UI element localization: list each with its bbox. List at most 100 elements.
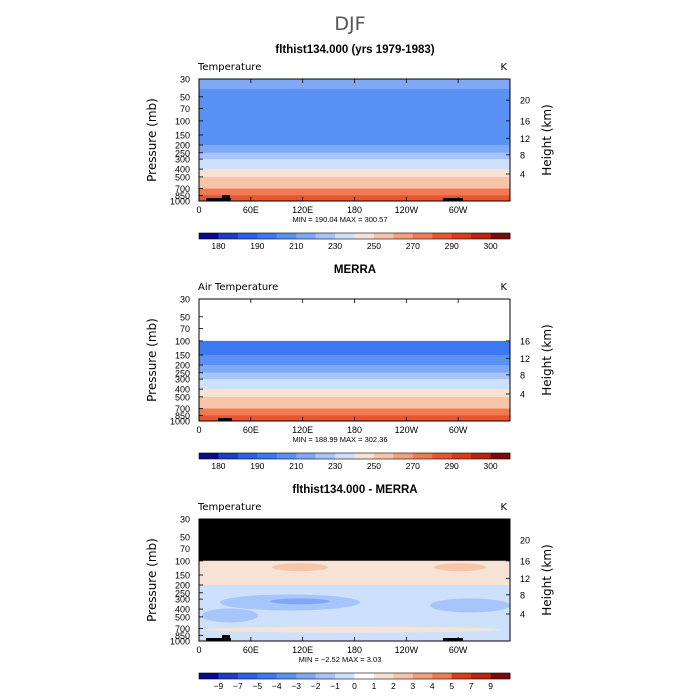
colorbar-swatch — [471, 453, 491, 459]
x-tick-label: 180 — [347, 645, 362, 655]
colorbar-swatch — [471, 233, 491, 239]
colorbar-swatch — [490, 453, 511, 459]
colorbar-swatch — [315, 453, 336, 459]
x-tick-label: 0 — [196, 425, 201, 435]
min-max-label: MIN = 188.99 MAX = 302.36 — [292, 435, 387, 444]
min-max-label: MIN = −2.52 MAX = 3.03 — [299, 655, 382, 664]
y-tick-label: 850 — [175, 411, 190, 421]
colorbar-swatch — [296, 453, 316, 459]
contour-band — [199, 134, 510, 146]
missing-region — [199, 299, 510, 341]
colorbar-frame — [198, 672, 511, 680]
colorbar-swatch — [218, 233, 239, 239]
y-tick-label: 300 — [175, 595, 190, 605]
colorbar-swatch — [354, 233, 375, 239]
contour-field — [199, 79, 510, 202]
colorbar-swatch — [335, 233, 355, 239]
x-tick-label: 60E — [243, 645, 259, 655]
colorbar-label: −3 — [291, 681, 301, 691]
colorbar-label: 300 — [483, 241, 497, 251]
colorbar-swatch — [276, 673, 297, 679]
colorbar-swatch — [218, 673, 239, 679]
colorbar-swatch — [257, 673, 278, 679]
contour-band — [199, 365, 510, 374]
contour-field — [199, 299, 510, 422]
colorbar-swatch — [276, 233, 297, 239]
colorbar-label: −9 — [214, 681, 224, 691]
y-axis-label: Pressure (mb) — [145, 538, 159, 622]
height-tick-label: 4 — [520, 389, 525, 399]
contour-band — [199, 354, 510, 366]
units-label: K — [500, 282, 507, 293]
colorbar-swatch — [296, 233, 316, 239]
y-tick-label: 100 — [175, 336, 190, 346]
height-tick-label: 8 — [520, 150, 525, 160]
y-tick-label: 30 — [180, 295, 190, 305]
y-tick-label: 300 — [175, 375, 190, 385]
height-tick-label: 8 — [520, 590, 525, 600]
x-tick-label: 60E — [243, 425, 259, 435]
y-tick-label: 250 — [175, 588, 190, 598]
colorbar-label: 250 — [367, 461, 381, 471]
contour-band — [199, 188, 510, 196]
y-tick-label: 250 — [175, 148, 190, 158]
contour-band — [199, 89, 510, 98]
y-tick-label: 200 — [175, 581, 190, 591]
colorbar-swatch — [218, 453, 239, 459]
y-tick-label: 200 — [175, 141, 190, 151]
contour-band — [199, 396, 510, 410]
colorbar-swatch — [237, 233, 258, 239]
x-tick-label: 60W — [449, 645, 468, 655]
y-tick-label: 500 — [175, 612, 190, 622]
x-tick-label: 180 — [347, 425, 362, 435]
colorbar-swatch — [393, 453, 414, 459]
height-tick-label: 4 — [520, 609, 525, 619]
height-tick-label: 20 — [520, 536, 530, 546]
y-tick-label: 200 — [175, 361, 190, 371]
colorbar-swatch — [335, 673, 355, 679]
colorbar-swatch — [354, 453, 375, 459]
colorbar-label: 4 — [430, 681, 435, 691]
colorbar-label: 180 — [211, 241, 225, 251]
colorbar-label: −7 — [233, 681, 243, 691]
y-tick-label: 1000 — [170, 637, 190, 647]
colorbar-swatch — [257, 453, 278, 459]
x-tick-label: 180 — [347, 205, 362, 215]
y-tick-label: 700 — [175, 624, 190, 634]
colorbar-label: 190 — [250, 461, 264, 471]
colorbar-label: 5 — [449, 681, 454, 691]
colorbar-label: 3 — [410, 681, 415, 691]
contour-band — [199, 96, 510, 109]
colorbar-frame — [198, 232, 511, 240]
contour-band — [199, 152, 510, 160]
contour-patch — [202, 608, 258, 623]
colorbar-swatch — [451, 233, 472, 239]
x-tick-label: 120W — [395, 205, 419, 215]
colorbar-swatch — [373, 673, 394, 679]
contour-band — [199, 379, 510, 390]
y-tick-label: 700 — [175, 184, 190, 194]
y-tick-label: 70 — [180, 104, 190, 114]
colorbar-label: 250 — [367, 241, 381, 251]
variable-label: Temperature — [197, 502, 261, 513]
contour-band — [199, 108, 510, 122]
height-tick-label: 12 — [520, 134, 530, 144]
y-tick-label: 1000 — [170, 417, 190, 427]
colorbar-swatch — [373, 453, 394, 459]
colorbar-label: −4 — [272, 681, 282, 691]
colorbar-swatch — [451, 453, 472, 459]
height-tick-label: 8 — [520, 370, 525, 380]
colorbar-swatch — [393, 673, 414, 679]
y-tick-label: 400 — [175, 605, 190, 615]
min-max-label: MIN = 190.04 MAX = 300.57 — [292, 215, 387, 224]
colorbar-swatch — [199, 233, 219, 239]
x-tick-label: 120W — [395, 645, 419, 655]
panel-title: flthist134.000 (yrs 1979-1983) — [275, 44, 434, 56]
topography — [206, 198, 231, 201]
colorbar-label: 1 — [372, 681, 377, 691]
topography — [206, 638, 231, 641]
topography — [218, 418, 232, 421]
x-tick-label: 120E — [292, 425, 313, 435]
right-axis-label: Height (km) — [540, 324, 554, 395]
